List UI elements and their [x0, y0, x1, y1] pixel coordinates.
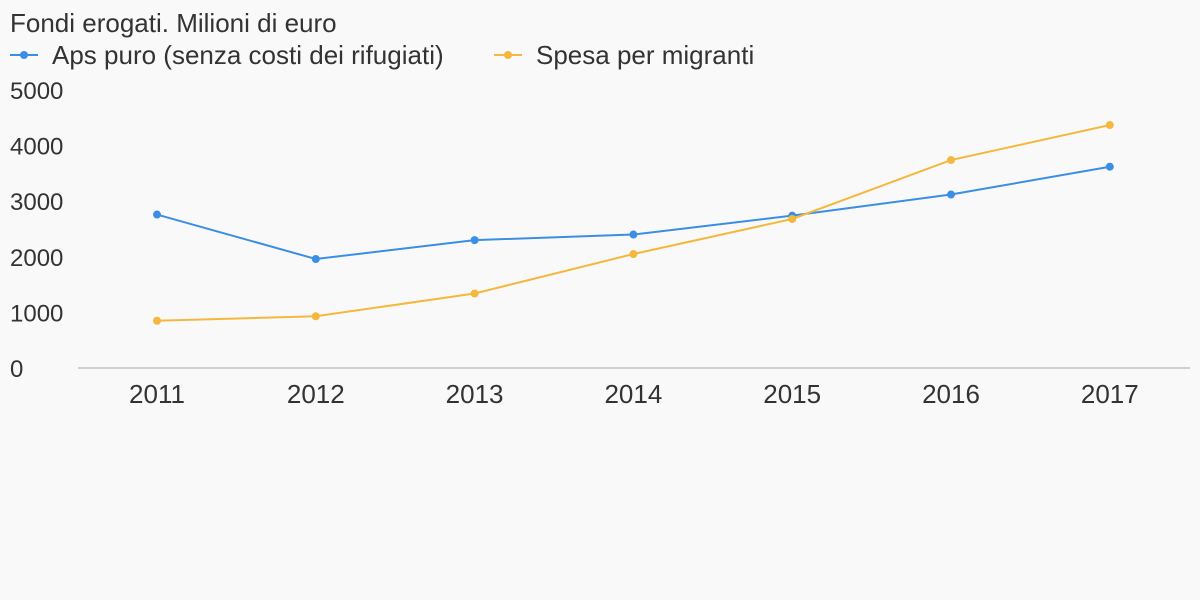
data-point-0-2017[interactable] — [1105, 162, 1114, 171]
x-tick-label-2017: 2017 — [1081, 379, 1139, 409]
y-tick-label-4000: 4000 — [10, 134, 63, 161]
data-point-0-2013[interactable] — [470, 236, 479, 245]
data-point-1-2017[interactable] — [1105, 121, 1114, 130]
x-tick-label-2016: 2016 — [922, 379, 980, 409]
legend-marker-aps — [20, 51, 28, 59]
x-tick-label-2012: 2012 — [287, 379, 345, 409]
data-point-1-2014[interactable] — [629, 250, 638, 259]
data-point-0-2016[interactable] — [947, 190, 955, 199]
data-point-1-2011[interactable] — [153, 316, 161, 325]
data-point-1-2013[interactable] — [470, 289, 479, 298]
legend-item-aps[interactable]: Aps puro (senza costi dei rifugiati) — [10, 40, 444, 70]
data-point-0-2014[interactable] — [629, 230, 638, 239]
data-point-1-2016[interactable] — [947, 156, 955, 165]
x-tick-label-2011: 2011 — [129, 379, 185, 409]
y-tick-label-5000: 5000 — [10, 78, 63, 105]
x-tick-label-2013: 2013 — [446, 379, 504, 409]
data-point-1-2012[interactable] — [311, 312, 320, 321]
series-line-1 — [156, 124, 1111, 322]
data-point-1-2015[interactable] — [788, 214, 797, 223]
x-tick-label-2015: 2015 — [763, 379, 821, 409]
data-point-0-2011[interactable] — [153, 210, 161, 219]
legend-label-spesa: Spesa per migranti — [536, 40, 754, 70]
series-0 — [153, 162, 1114, 264]
series-line-0 — [156, 165, 1110, 261]
y-tick-label-0: 0 — [10, 356, 23, 383]
data-point-0-2012[interactable] — [311, 255, 320, 264]
y-tick-label-3000: 3000 — [10, 189, 63, 216]
legend: Aps puro (senza costi dei rifugiati) Spe… — [10, 40, 754, 70]
y-tick-label-2000: 2000 — [10, 245, 63, 272]
x-axis-ticks: 2011 2012 2013 2014 2015 2016 2017 — [129, 379, 1139, 409]
legend-item-spesa[interactable]: Spesa per migranti — [494, 40, 754, 70]
legend-marker-spesa — [504, 51, 512, 59]
chart-subtitle: Fondi erogati. Milioni di euro — [10, 8, 337, 38]
series-1 — [153, 121, 1114, 325]
series-group — [153, 121, 1114, 325]
y-axis-ticks: 0 1000 2000 3000 4000 5000 — [10, 78, 63, 383]
x-tick-label-2014: 2014 — [604, 379, 662, 409]
legend-label-aps: Aps puro (senza costi dei rifugiati) — [52, 40, 444, 70]
y-tick-label-1000: 1000 — [10, 300, 63, 327]
